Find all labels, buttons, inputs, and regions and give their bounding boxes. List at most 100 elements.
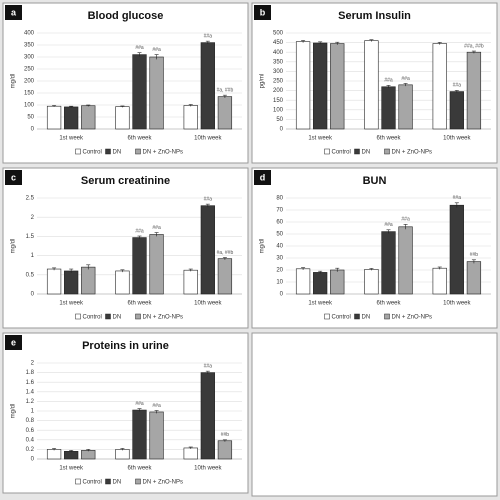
annotation: ##a: [135, 45, 144, 51]
y-tick-label: 350: [24, 43, 35, 49]
panel-label: e: [11, 337, 16, 347]
x-tick-label: 1st week: [59, 301, 84, 307]
y-axis-label: mg/dl: [260, 239, 266, 254]
legend-swatch: [135, 478, 141, 485]
bar: [149, 411, 164, 460]
legend-label: DN: [113, 314, 122, 320]
legend-label: Control: [83, 149, 102, 155]
y-tick-label: 2: [31, 361, 35, 367]
y-tick-label: 40: [276, 244, 283, 250]
bar: [449, 91, 464, 130]
y-tick-label: 20: [276, 268, 283, 274]
bar: [115, 270, 130, 295]
bar: [398, 226, 413, 295]
bar: [330, 43, 345, 130]
panel-label-box: [5, 170, 22, 185]
annotation: #a, ##b: [217, 250, 234, 256]
legend-label: Control: [332, 314, 351, 320]
legend-swatch: [105, 148, 111, 155]
annotation: ##a: [401, 217, 410, 223]
y-tick-label: 300: [24, 55, 35, 61]
y-tick-label: 10: [276, 280, 283, 286]
legend-label: DN + ZnO-NPs: [143, 479, 184, 485]
legend-swatch: [354, 148, 360, 155]
legend-label: DN: [113, 479, 122, 485]
bar: [132, 409, 147, 460]
x-tick-label: 10th week: [443, 136, 471, 142]
bar: [200, 42, 215, 130]
y-tick-label: 150: [24, 91, 35, 97]
legend-label: DN: [113, 149, 122, 155]
bar: [381, 86, 396, 130]
y-tick-label: 200: [24, 79, 35, 85]
x-tick-label: 10th week: [194, 301, 222, 307]
annotation: ##a: [152, 403, 161, 409]
bar: [200, 205, 215, 295]
y-tick-label: 0: [31, 292, 35, 298]
bar: [432, 43, 447, 130]
panel-label-box: [5, 5, 22, 20]
annotation: ##a: [384, 78, 393, 84]
bar: [149, 56, 164, 130]
annotation: ##a: [152, 47, 161, 53]
annotation: ##a: [204, 196, 213, 202]
panel-label: a: [11, 7, 17, 17]
annotation: ##a: [204, 33, 213, 39]
bar: [115, 106, 130, 130]
annotation: ##a: [453, 195, 462, 201]
bar: [183, 447, 198, 460]
y-tick-label: 0.6: [26, 428, 35, 434]
y-tick-label: 0.8: [26, 418, 35, 424]
x-tick-label: 1st week: [59, 136, 84, 142]
y-tick-label: 1.4: [26, 389, 35, 395]
legend-label: Control: [83, 479, 102, 485]
annotation: ##a: [135, 401, 144, 407]
panel-label-box: [254, 5, 271, 20]
legend-swatch: [354, 313, 360, 320]
y-tick-label: 50: [27, 115, 34, 121]
y-tick-label: 500: [273, 31, 284, 37]
bar: [183, 105, 198, 130]
y-tick-label: 2.5: [26, 196, 35, 202]
annotation: ##a: [384, 222, 393, 228]
y-tick-label: 1.2: [26, 399, 35, 405]
bar: [449, 204, 464, 295]
y-axis-label: mg/dl: [11, 74, 17, 89]
y-tick-label: 150: [273, 98, 284, 104]
bar: [364, 40, 379, 130]
bar: [217, 258, 233, 295]
bar: [364, 269, 379, 295]
bar: [46, 105, 62, 130]
y-tick-label: 100: [24, 103, 35, 109]
legend-swatch: [75, 313, 81, 320]
y-tick-label: 2: [31, 215, 35, 221]
legend-label: DN + ZnO-NPs: [392, 314, 433, 320]
legend-swatch: [75, 148, 81, 155]
chart-title: Serum Insulin: [338, 10, 411, 22]
y-tick-label: 250: [24, 67, 35, 73]
legend-label: Control: [83, 314, 102, 320]
bar: [183, 269, 198, 295]
bar: [64, 270, 79, 295]
legend-swatch: [105, 313, 111, 320]
panel: a Blood glucose 0 50 100 150 200 250 300 350 400 mg…: [2, 2, 249, 164]
bar: [64, 106, 79, 130]
annotation: ##a: [135, 228, 144, 234]
bar: [313, 272, 328, 295]
legend-label: DN: [362, 314, 371, 320]
y-tick-label: 1: [31, 409, 35, 415]
bar: [132, 54, 147, 130]
legend-label: DN: [362, 149, 371, 155]
annotation: ##a, ##b: [464, 43, 484, 49]
y-tick-label: 0: [31, 127, 35, 133]
chart-title: Blood glucose: [88, 10, 164, 22]
y-axis-label: mg/dl: [11, 404, 17, 419]
bar: [115, 449, 130, 460]
legend-swatch: [324, 313, 330, 320]
bar: [295, 268, 311, 295]
panel: e Proteins in urine 0 0.2 0.4 0.6 0.8 1 1.2 1.4 1.…: [2, 332, 249, 494]
annotation: ##a: [152, 225, 161, 231]
annotation: #a, ##b: [217, 87, 234, 93]
annotation: ##a: [401, 76, 410, 82]
y-tick-label: 300: [273, 69, 284, 75]
